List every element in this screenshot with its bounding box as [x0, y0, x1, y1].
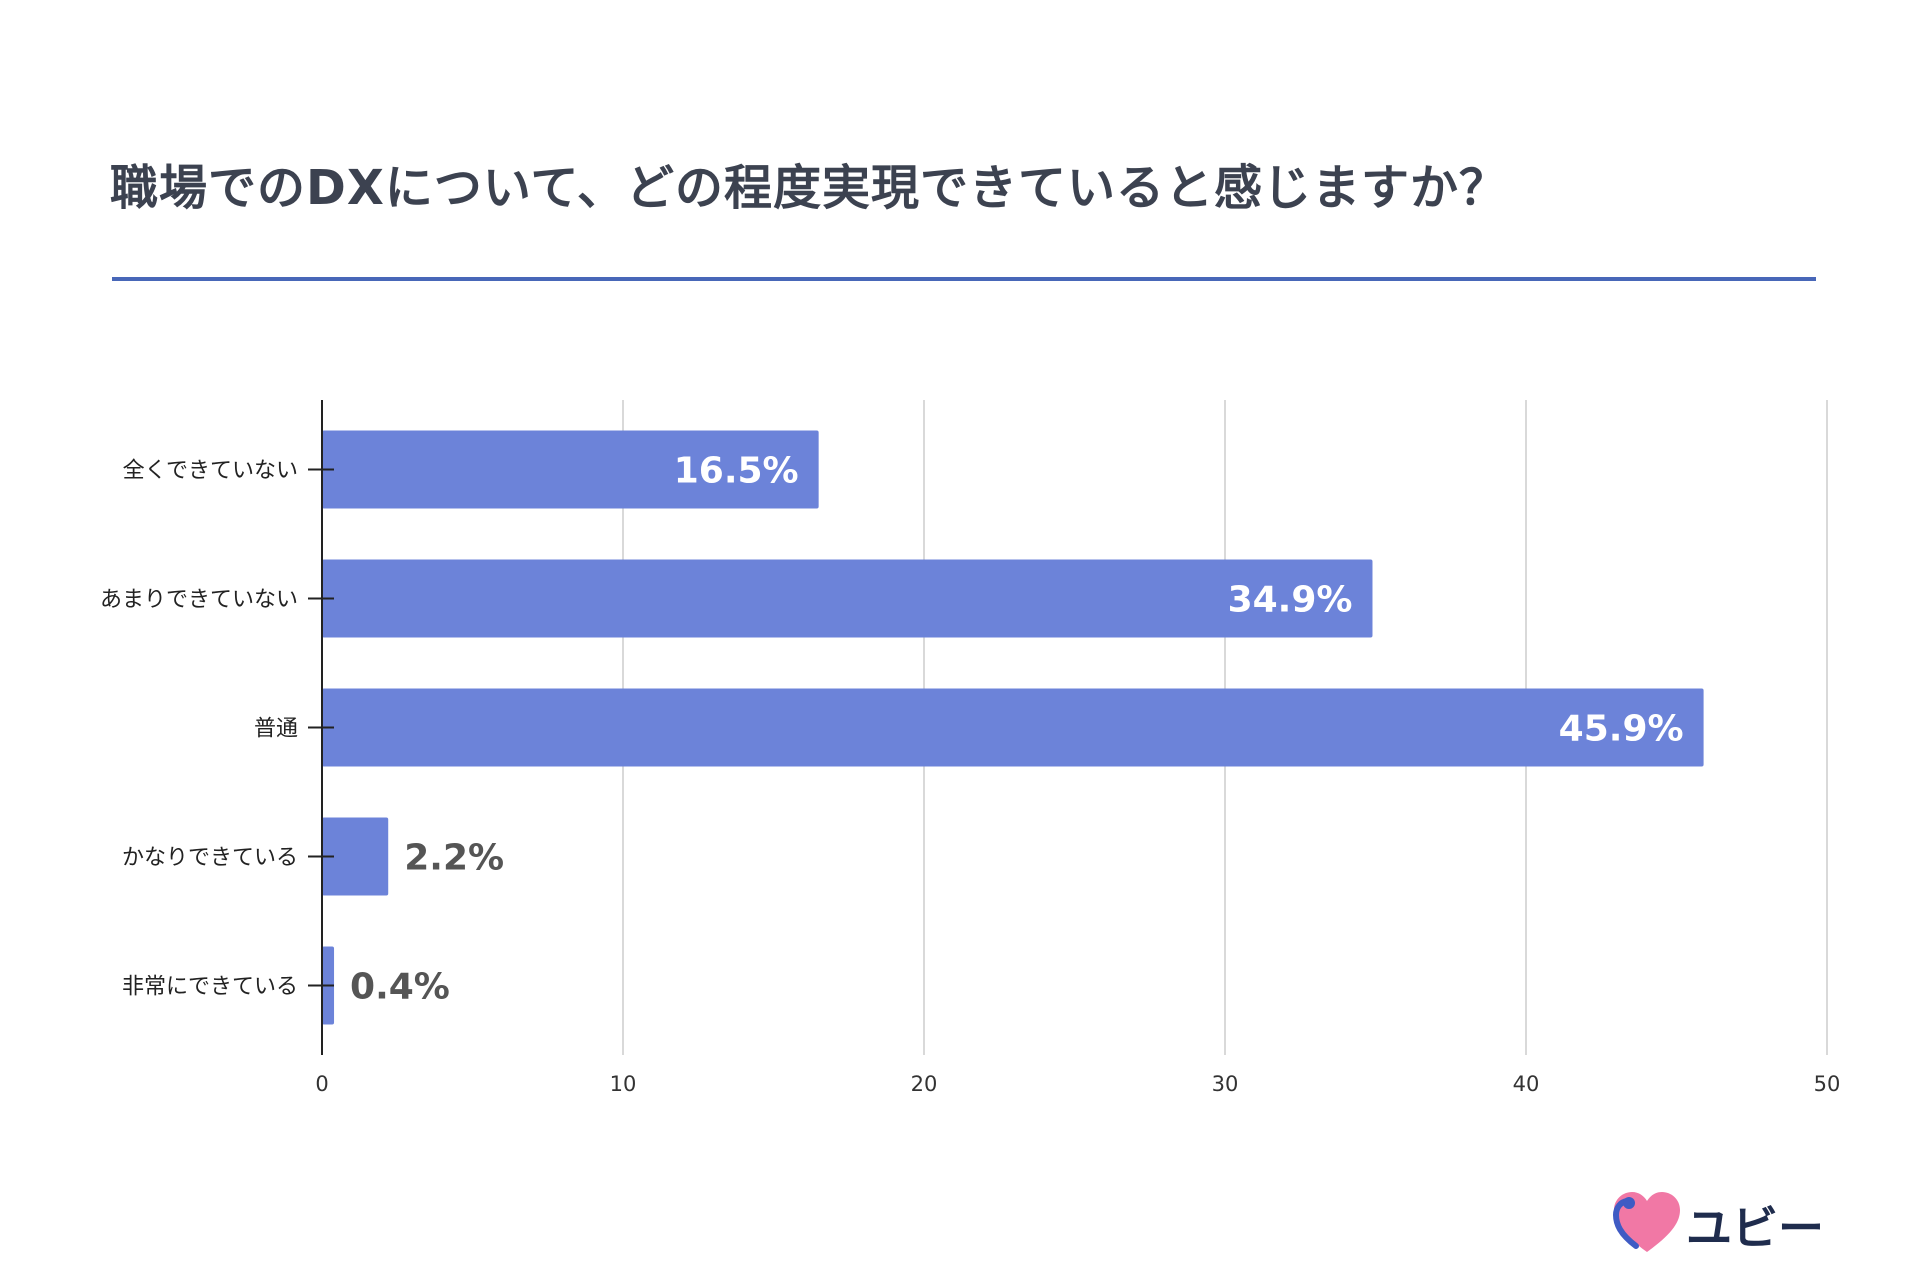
category-label: 全くできていない — [123, 459, 298, 484]
x-tick-label: 50 — [1814, 1072, 1841, 1096]
page-title: 職場でのDXについて、どの程度実現できていると感じますか？ — [110, 160, 1509, 216]
bar — [322, 817, 389, 896]
data-label: 16.5% — [674, 451, 799, 492]
brand-logo: ユビー — [1612, 1190, 1824, 1256]
bar — [322, 430, 819, 509]
data-label: 45.9% — [1559, 709, 1684, 750]
data-label: 34.9% — [1228, 580, 1353, 621]
category-label: あまりできていない — [100, 588, 298, 613]
data-label: 0.4% — [350, 967, 450, 1008]
x-tick-label: 20 — [911, 1072, 938, 1096]
x-tick-label: 30 — [1212, 1072, 1239, 1096]
x-tick-label: 40 — [1513, 1072, 1540, 1096]
brand-logo-text: ユビー — [1686, 1201, 1824, 1255]
data-label: 2.2% — [404, 838, 504, 879]
x-tick-label: 0 — [315, 1072, 328, 1096]
bar — [322, 688, 1704, 767]
category-label: 非常にできている — [122, 975, 298, 1000]
category-label: 普通 — [254, 717, 298, 742]
x-tick-label: 10 — [610, 1072, 637, 1096]
bar — [322, 559, 1373, 638]
title-divider — [112, 277, 1816, 281]
category-label: かなりできている — [122, 846, 298, 871]
heart-logo-icon — [1612, 1192, 1680, 1252]
